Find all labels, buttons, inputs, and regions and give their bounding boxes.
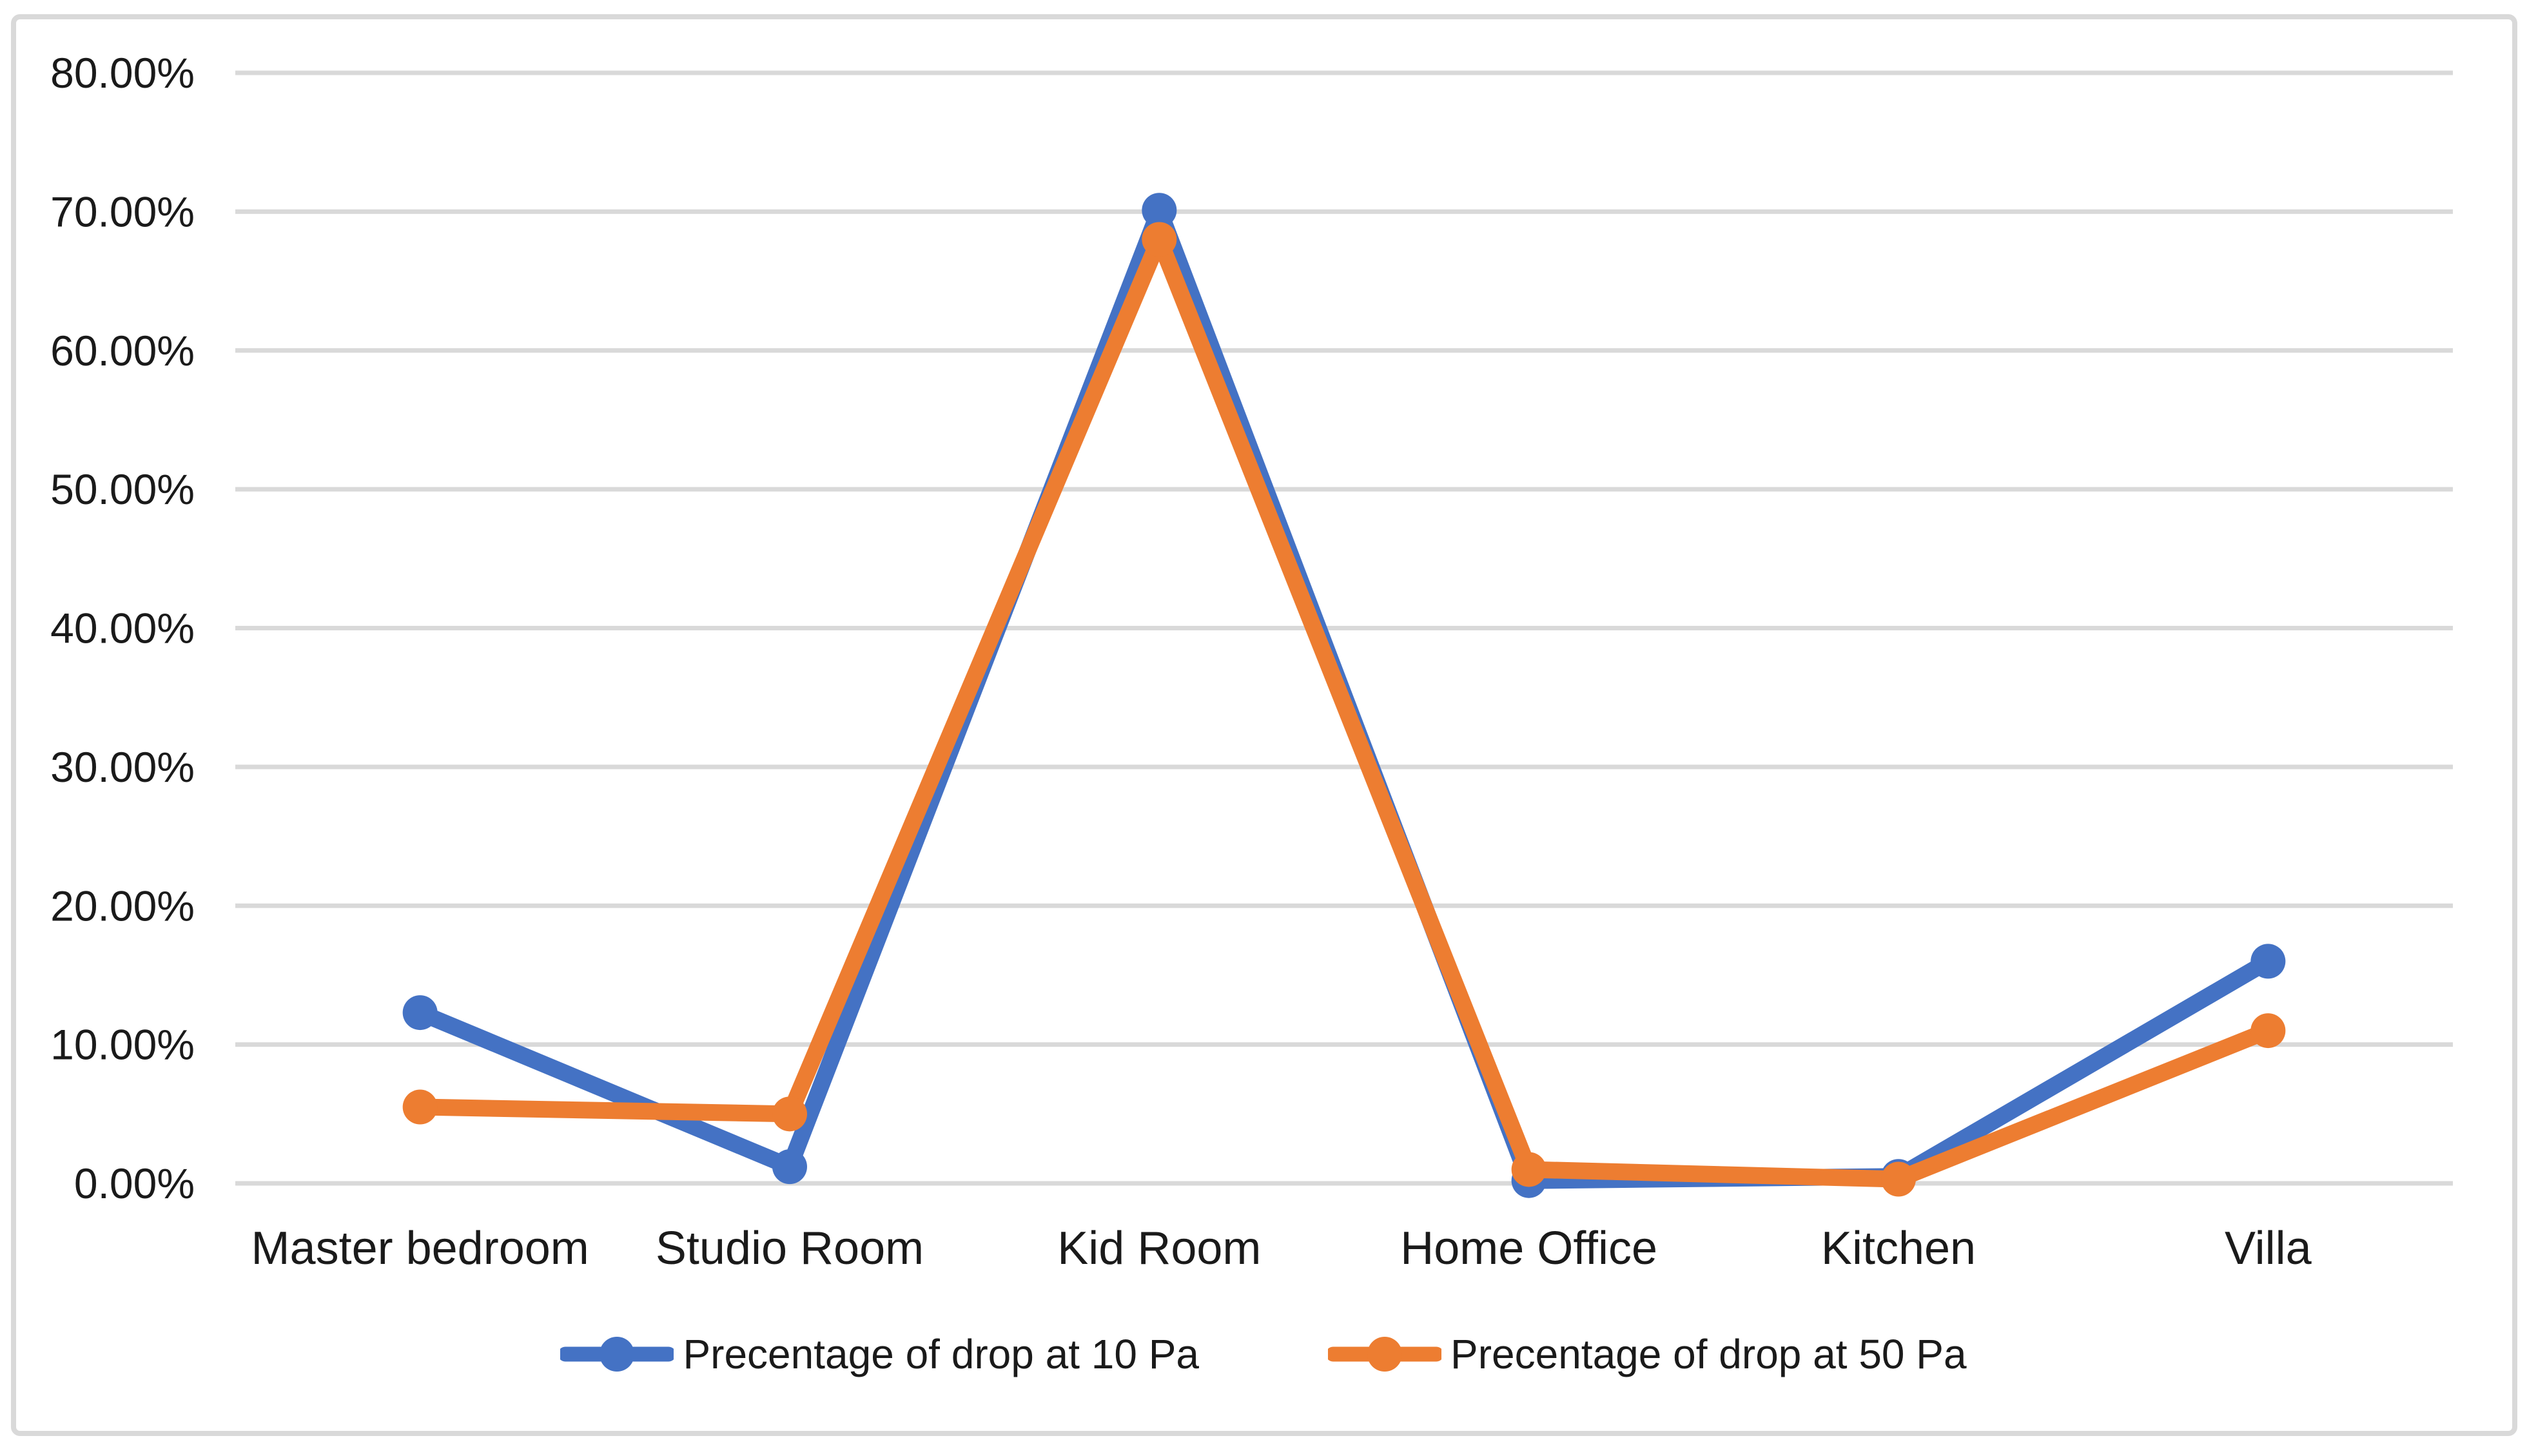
y-tick-label: 30.00% (50, 743, 195, 791)
x-category-label: Kid Room (1057, 1223, 1261, 1274)
y-tick-label: 60.00% (50, 327, 195, 374)
data-point-10pa (2250, 944, 2286, 979)
x-category-label: Kitchen (1821, 1223, 1976, 1274)
legend-dot-10pa (600, 1337, 635, 1372)
data-point-50pa (1881, 1161, 1916, 1197)
y-tick-label: 80.00% (50, 49, 195, 97)
y-tick-label: 20.00% (50, 882, 195, 929)
data-point-10pa (402, 995, 438, 1031)
y-tick-label: 50.00% (50, 465, 195, 513)
x-category-label: Studio Room (656, 1223, 924, 1274)
data-point-50pa (402, 1089, 438, 1125)
legend-marker-50pa-icon (1328, 1337, 1441, 1372)
data-point-50pa (2250, 1013, 2286, 1049)
x-category-label: Home Office (1400, 1223, 1657, 1274)
data-point-10pa (772, 1149, 807, 1185)
y-tick-label: 40.00% (50, 605, 195, 652)
legend: Precentage of drop at 10 Pa Precentage o… (0, 1310, 2527, 1399)
data-point-50pa (772, 1096, 807, 1132)
legend-marker-10pa-icon (560, 1337, 674, 1372)
legend-label-10pa: Precentage of drop at 10 Pa (683, 1331, 1199, 1377)
x-category-label: Master bedroom (251, 1223, 589, 1274)
legend-item-10pa: Precentage of drop at 10 Pa (560, 1330, 1199, 1379)
legend-label-50pa: Precentage of drop at 50 Pa (1450, 1331, 1967, 1377)
legend-dot-50pa (1367, 1337, 1402, 1372)
data-point-50pa (1511, 1152, 1546, 1187)
x-category-label: Villa (2225, 1223, 2312, 1274)
data-point-50pa (1142, 222, 1177, 257)
series-line-50pa (411, 231, 2277, 1188)
y-tick-label: 70.00% (50, 188, 195, 235)
y-tick-label: 10.00% (50, 1021, 195, 1069)
y-tick-label: 0.00% (74, 1160, 195, 1207)
legend-item-50pa: Precentage of drop at 50 Pa (1328, 1330, 1967, 1379)
data-point-10pa (1142, 193, 1177, 228)
